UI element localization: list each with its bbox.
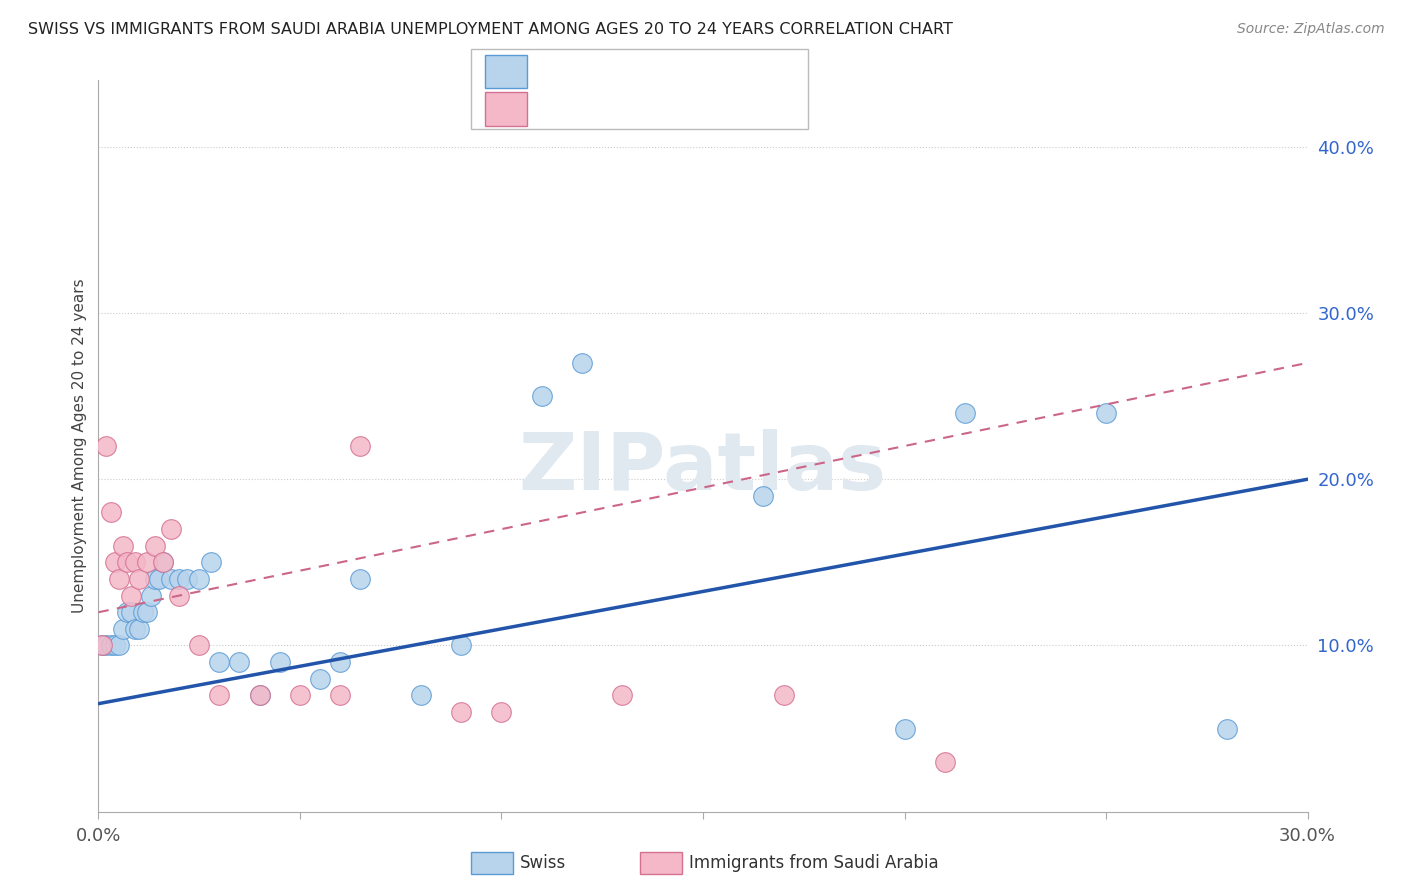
Point — [135, 605, 157, 619]
Point — [152, 555, 174, 569]
Point — [135, 555, 157, 569]
Text: R =: R = — [537, 64, 572, 79]
Point — [329, 689, 352, 703]
Point — [143, 572, 166, 586]
Point — [115, 605, 138, 619]
Text: SWISS VS IMMIGRANTS FROM SAUDI ARABIA UNEMPLOYMENT AMONG AGES 20 TO 24 YEARS COR: SWISS VS IMMIGRANTS FROM SAUDI ARABIA UN… — [28, 22, 953, 37]
Point — [752, 489, 775, 503]
Text: Immigrants from Saudi Arabia: Immigrants from Saudi Arabia — [689, 855, 939, 872]
Point — [309, 672, 332, 686]
Point — [491, 705, 513, 719]
Text: 26: 26 — [652, 102, 672, 117]
Point — [107, 572, 129, 586]
Point — [934, 755, 956, 769]
Point — [450, 705, 472, 719]
Point — [139, 589, 162, 603]
Point — [124, 622, 146, 636]
Point — [208, 689, 231, 703]
Point — [249, 689, 271, 703]
Point — [167, 589, 190, 603]
Point — [103, 555, 125, 569]
Point — [124, 555, 146, 569]
Point — [91, 639, 114, 653]
Point — [450, 639, 472, 653]
Point — [269, 655, 291, 669]
Point — [148, 572, 170, 586]
Point — [772, 689, 794, 703]
Point — [530, 389, 553, 403]
Point — [115, 555, 138, 569]
Point — [208, 655, 231, 669]
Point — [91, 639, 114, 653]
Point — [167, 572, 190, 586]
Point — [120, 589, 142, 603]
Point — [200, 555, 222, 569]
Point — [152, 555, 174, 569]
Point — [349, 572, 371, 586]
Point — [228, 655, 250, 669]
Text: N =: N = — [621, 102, 658, 117]
Point — [128, 572, 150, 586]
Point — [409, 689, 432, 703]
Point — [96, 639, 118, 653]
Point — [176, 572, 198, 586]
Text: Source: ZipAtlas.com: Source: ZipAtlas.com — [1237, 22, 1385, 37]
Point — [96, 439, 118, 453]
Text: Swiss: Swiss — [520, 855, 567, 872]
Text: N =: N = — [621, 64, 658, 79]
Text: R =: R = — [537, 102, 572, 117]
Point — [143, 539, 166, 553]
Point — [288, 689, 311, 703]
Point — [111, 539, 134, 553]
Point — [893, 722, 915, 736]
Point — [100, 506, 122, 520]
Text: 37: 37 — [652, 64, 672, 79]
Point — [188, 639, 211, 653]
Point — [953, 406, 976, 420]
Point — [132, 605, 155, 619]
Point — [571, 356, 593, 370]
Point — [103, 639, 125, 653]
Point — [100, 639, 122, 653]
Point — [111, 622, 134, 636]
Point — [107, 639, 129, 653]
Point — [128, 622, 150, 636]
Point — [160, 572, 183, 586]
Point — [160, 522, 183, 536]
Point — [1216, 722, 1239, 736]
Y-axis label: Unemployment Among Ages 20 to 24 years: Unemployment Among Ages 20 to 24 years — [72, 278, 87, 614]
Text: ZIPatlas: ZIPatlas — [519, 429, 887, 507]
Point — [349, 439, 371, 453]
Text: 0.291: 0.291 — [568, 64, 614, 79]
Point — [329, 655, 352, 669]
Point — [1095, 406, 1118, 420]
Point — [120, 605, 142, 619]
Point — [612, 689, 634, 703]
Point — [249, 689, 271, 703]
Text: 0.123: 0.123 — [568, 102, 613, 117]
Point — [188, 572, 211, 586]
